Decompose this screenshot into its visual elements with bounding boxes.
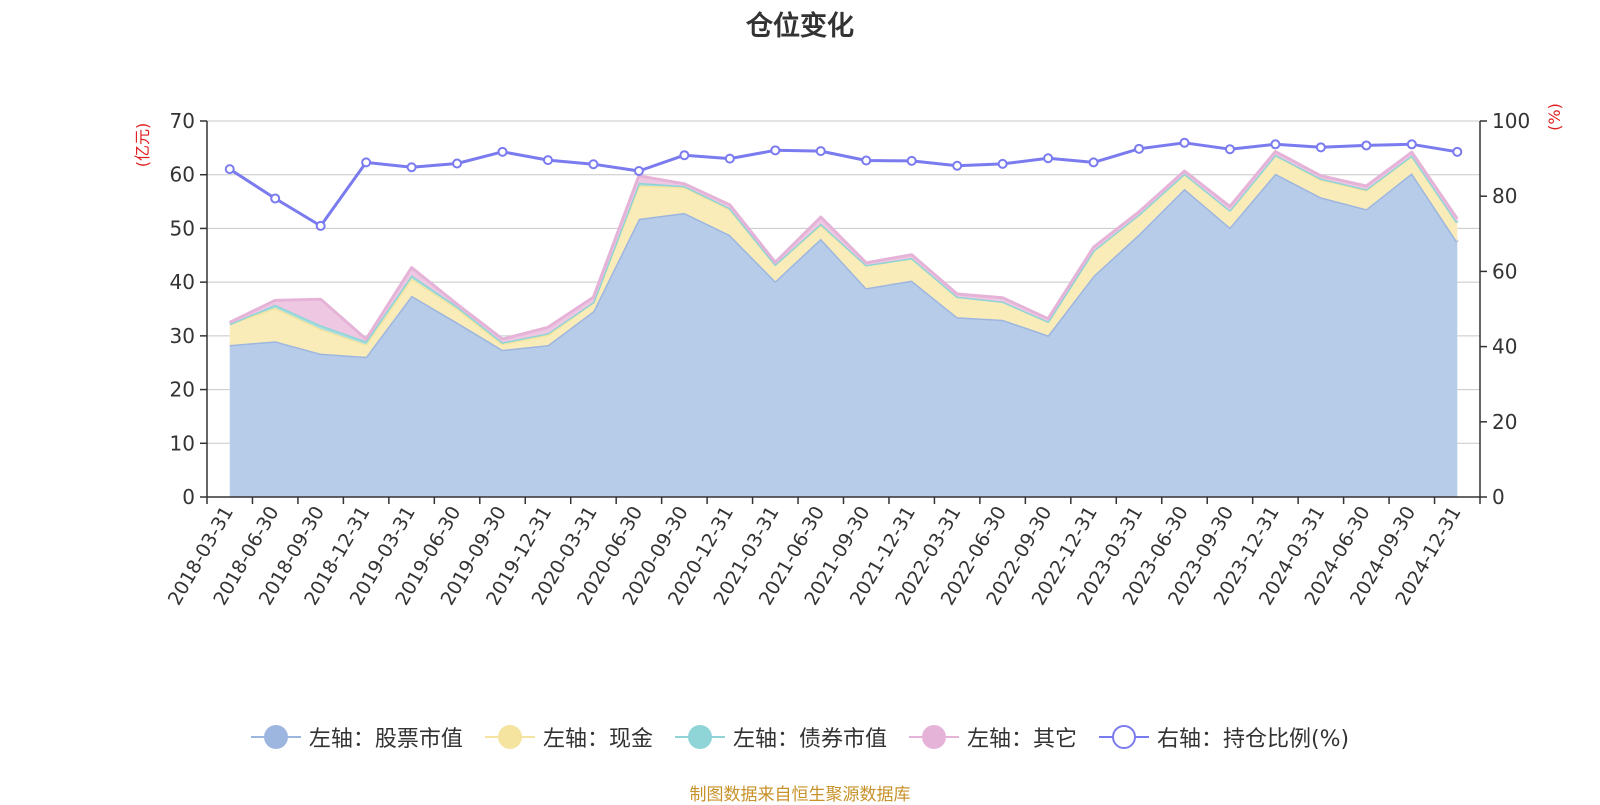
y-right-tick-label: 60 bbox=[1492, 259, 1517, 283]
ratio-point bbox=[770, 145, 781, 156]
area-edge bbox=[229, 150, 1459, 341]
y-left-tick-label: 20 bbox=[170, 378, 195, 402]
legend-label: 左轴：其它 bbox=[966, 727, 1077, 752]
legend-swatch-icon bbox=[908, 723, 959, 751]
y-axis-right-label: (%) bbox=[1545, 103, 1564, 131]
y-left-tick-label: 30 bbox=[170, 324, 195, 348]
ratio-point bbox=[361, 157, 372, 168]
legend-label: 右轴：持仓比例(%) bbox=[1156, 727, 1350, 752]
ratio-point bbox=[1088, 157, 1099, 168]
ratio-point bbox=[1043, 153, 1054, 164]
ratio-point bbox=[1224, 144, 1235, 155]
ratio-point bbox=[1134, 143, 1145, 154]
ratio-point bbox=[1452, 146, 1463, 157]
y-right-tick-label: 20 bbox=[1492, 410, 1517, 434]
ratio-point bbox=[679, 150, 690, 161]
y-right-tick-label: 100 bbox=[1492, 109, 1530, 133]
ratio-point bbox=[1361, 140, 1372, 151]
ratio-line bbox=[228, 141, 1458, 228]
y-left-tick-label: 60 bbox=[170, 163, 195, 187]
ratio-point bbox=[997, 158, 1008, 169]
ratio-point bbox=[542, 155, 553, 166]
legend-swatch-icon bbox=[674, 723, 725, 751]
legend-item[interactable]: 左轴：现金 bbox=[484, 721, 653, 753]
ratio-point bbox=[815, 146, 826, 157]
y-left-tick-label: 10 bbox=[170, 431, 195, 455]
y-right-tick-label: 0 bbox=[1492, 485, 1505, 509]
ratio-point bbox=[588, 159, 599, 170]
ratio-point bbox=[906, 155, 917, 166]
legend-swatch-icon bbox=[1098, 723, 1149, 751]
legend: 左轴：股票市值 左轴：现金 左轴：债券市值 左轴：其它 右轴：持仓比例(%) bbox=[0, 720, 1600, 754]
legend-label: 左轴：股票市值 bbox=[308, 727, 463, 752]
legend-label: 左轴：现金 bbox=[542, 727, 653, 752]
legend-swatch-dot bbox=[921, 725, 946, 749]
ratio-point bbox=[270, 193, 281, 204]
ratio-line-series bbox=[224, 137, 1463, 231]
ratio-point bbox=[1270, 139, 1281, 150]
ratio-point bbox=[952, 160, 963, 171]
y-left-tick-label: 40 bbox=[170, 270, 195, 294]
y-left-tick-label: 70 bbox=[170, 109, 195, 133]
ratio-point bbox=[315, 220, 326, 231]
ratio-point bbox=[1179, 137, 1190, 148]
legend-swatch-dot bbox=[263, 725, 288, 749]
legend-item[interactable]: 右轴：持仓比例(%) bbox=[1098, 721, 1350, 753]
ratio-point bbox=[497, 146, 508, 157]
ratio-point bbox=[224, 164, 235, 175]
ratio-point bbox=[452, 158, 463, 169]
stacked-areas bbox=[229, 150, 1459, 497]
legend-label: 左轴：债券市值 bbox=[732, 727, 887, 752]
data-source-note: 制图数据来自恒生聚源数据库 bbox=[689, 785, 911, 805]
legend-item[interactable]: 左轴：股票市值 bbox=[250, 721, 463, 753]
y-axis-left-label: (亿元) bbox=[133, 123, 152, 168]
legend-swatch-icon bbox=[484, 723, 535, 751]
y-left-tick-label: 50 bbox=[170, 216, 195, 240]
y-right-tick-label: 80 bbox=[1492, 184, 1517, 208]
area-fill bbox=[229, 173, 1458, 497]
legend-swatch-icon bbox=[250, 723, 301, 751]
legend-swatch-dot bbox=[497, 725, 522, 749]
ratio-point bbox=[1406, 139, 1417, 150]
ratio-point bbox=[633, 166, 644, 177]
chart-title: 仓位变化 bbox=[746, 11, 854, 42]
ratio-point bbox=[861, 155, 872, 166]
legend-swatch-dot bbox=[687, 725, 712, 749]
ratio-point bbox=[724, 153, 735, 164]
y-right-tick-label: 40 bbox=[1492, 335, 1517, 359]
legend-item[interactable]: 左轴：其它 bbox=[908, 721, 1077, 753]
y-left-tick-label: 0 bbox=[182, 485, 195, 509]
ratio-point bbox=[406, 162, 417, 173]
legend-item[interactable]: 左轴：债券市值 bbox=[674, 721, 887, 753]
legend-swatch-dot bbox=[1111, 725, 1136, 749]
ratio-point bbox=[1315, 142, 1326, 153]
